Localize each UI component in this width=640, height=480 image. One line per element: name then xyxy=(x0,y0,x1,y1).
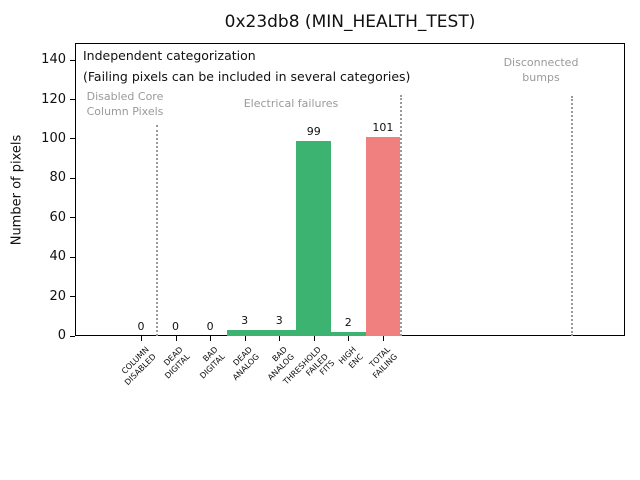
x-tick-mark xyxy=(348,336,350,341)
x-tick-mark xyxy=(244,336,246,341)
bar-bad-analog xyxy=(261,330,297,336)
y-tick-label: 120 xyxy=(41,91,66,107)
section-separator-1 xyxy=(156,125,158,336)
y-tick-mark xyxy=(70,335,75,337)
bar-value-threshold-failed-fits: 99 xyxy=(306,125,321,138)
y-tick-mark xyxy=(70,99,75,101)
bar-value-bad-digital: 0 xyxy=(206,320,214,333)
bar-total-failing xyxy=(365,137,401,336)
y-tick-label: 60 xyxy=(49,209,66,225)
y-tick-label: 100 xyxy=(41,130,66,146)
y-axis-label: Number of pixels xyxy=(9,134,25,246)
y-tick-mark xyxy=(70,138,75,140)
bar-value-column-disabled: 0 xyxy=(137,320,145,333)
y-tick-label: 40 xyxy=(49,249,66,265)
y-tick-label: 0 xyxy=(57,328,66,343)
x-tick-mark xyxy=(141,336,142,341)
y-tick-label: 80 xyxy=(49,170,66,186)
x-tick-mark xyxy=(279,336,281,341)
x-label-dead-analog: DEAD ANALOG xyxy=(230,345,261,382)
x-tick-mark xyxy=(382,336,384,341)
bar-dead-analog xyxy=(227,330,262,336)
x-tick-mark xyxy=(175,336,177,341)
x-label-bad-digital: BAD DIGITAL xyxy=(197,345,227,381)
bar-threshold-failed-fits xyxy=(296,141,332,336)
annotation-independent-categorization: Independent categorization xyxy=(83,48,256,63)
x-tick-mark xyxy=(313,336,315,341)
x-label-total-failing: TOTAL FAILING xyxy=(367,345,399,380)
x-tick-mark xyxy=(210,336,212,341)
section-label-disconnected-bumps: Disconnected bumps xyxy=(503,56,579,84)
y-tick-mark xyxy=(70,59,75,61)
annotation-failing-pixels-note: (Failing pixels can be included in sever… xyxy=(83,69,411,84)
x-label-high-enc: HIGH ENC xyxy=(336,345,365,370)
y-tick-label: 140 xyxy=(41,52,66,68)
bar-high-enc xyxy=(331,332,366,336)
y-tick-label: 20 xyxy=(49,288,66,304)
section-label-electrical-failures: Electrical failures xyxy=(243,97,339,110)
plot-area xyxy=(75,43,625,336)
bar-value-dead-analog: 3 xyxy=(241,314,249,327)
x-label-column-disabled: COLUMN DISABLED xyxy=(119,345,158,387)
chart-title: 0x23db8 (MIN_HEALTH_TEST) xyxy=(224,12,476,32)
x-label-dead-digital: DEAD DIGITAL xyxy=(162,345,192,381)
bar-value-dead-digital: 0 xyxy=(172,320,180,333)
y-tick-mark xyxy=(70,296,75,298)
y-tick-mark xyxy=(70,177,75,179)
section-separator-2 xyxy=(400,95,402,336)
y-tick-mark xyxy=(70,217,75,219)
bar-value-bad-analog: 3 xyxy=(275,314,283,327)
section-separator-3 xyxy=(571,96,573,336)
section-label-disabled-core-column-pixels: Disabled Core Column Pixels xyxy=(86,90,164,118)
bar-value-high-enc: 2 xyxy=(344,316,352,329)
y-tick-mark xyxy=(70,256,75,258)
bar-value-total-failing: 101 xyxy=(372,121,394,134)
